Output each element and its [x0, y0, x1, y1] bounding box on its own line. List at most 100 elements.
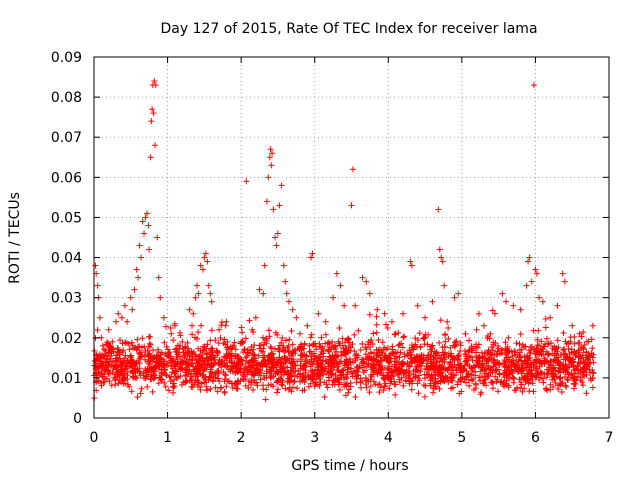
data-point	[160, 314, 167, 321]
data-point	[101, 367, 108, 374]
data-point	[436, 358, 443, 365]
data-point	[523, 364, 530, 371]
data-point	[347, 368, 354, 375]
data-point	[270, 356, 277, 363]
x-tick-label: 0	[90, 430, 99, 446]
data-point	[158, 376, 165, 383]
data-point	[405, 363, 412, 370]
data-point	[374, 369, 381, 376]
data-point	[456, 390, 463, 397]
data-point	[96, 354, 103, 361]
data-point	[509, 359, 516, 366]
data-point	[188, 376, 195, 383]
data-point	[147, 333, 154, 340]
data-point	[192, 373, 199, 380]
data-point	[262, 358, 269, 365]
data-point	[192, 294, 199, 301]
data-point	[126, 346, 133, 353]
data-point	[149, 388, 156, 395]
data-point	[495, 388, 502, 395]
data-point	[230, 342, 237, 349]
y-tick-label: 0.09	[51, 50, 82, 66]
data-point	[171, 322, 178, 329]
data-point	[522, 375, 529, 382]
data-point	[208, 298, 215, 305]
data-point	[400, 334, 407, 341]
data-point	[533, 270, 540, 277]
data-point	[229, 384, 236, 391]
data-point	[291, 378, 298, 385]
data-point	[494, 376, 501, 383]
data-point	[231, 360, 238, 367]
data-point	[429, 344, 436, 351]
data-point	[365, 361, 372, 368]
data-point	[228, 365, 235, 372]
data-point	[170, 389, 177, 396]
data-point	[492, 339, 499, 346]
data-point	[278, 360, 285, 367]
data-point	[128, 357, 135, 364]
data-point	[267, 343, 274, 350]
data-point	[335, 375, 342, 382]
data-point	[288, 358, 295, 365]
data-point	[235, 378, 242, 385]
data-point	[193, 365, 200, 372]
data-point	[332, 345, 339, 352]
data-point	[276, 354, 283, 361]
data-point	[399, 363, 406, 370]
data-point	[543, 335, 550, 342]
data-point	[413, 363, 420, 370]
data-point	[589, 345, 596, 352]
data-point	[217, 385, 224, 392]
data-point	[381, 344, 388, 351]
data-point	[322, 331, 329, 338]
data-point	[301, 340, 308, 347]
data-point	[453, 338, 460, 345]
data-point	[422, 331, 429, 338]
data-point	[268, 364, 275, 371]
data-point	[263, 198, 270, 205]
data-point	[415, 390, 422, 397]
data-point	[502, 380, 509, 387]
data-point	[300, 376, 307, 383]
data-point	[532, 374, 539, 381]
x-tick-label: 1	[163, 430, 172, 446]
data-point	[272, 370, 279, 377]
data-point	[544, 370, 551, 377]
data-point	[522, 343, 529, 350]
y-tick-label: 0.08	[51, 90, 82, 106]
data-point	[345, 347, 352, 354]
data-point	[307, 334, 314, 341]
data-point	[367, 339, 374, 346]
data-point	[500, 360, 507, 367]
data-point	[336, 325, 343, 332]
data-point	[388, 373, 395, 380]
data-point	[412, 335, 419, 342]
data-point	[285, 298, 292, 305]
data-point	[117, 372, 124, 379]
data-point	[178, 381, 185, 388]
data-point	[325, 374, 332, 381]
data-point	[422, 314, 429, 321]
data-point	[510, 379, 517, 386]
data-point	[549, 376, 556, 383]
data-point	[293, 314, 300, 321]
data-point	[373, 329, 380, 336]
data-point	[212, 384, 219, 391]
data-point	[333, 348, 340, 355]
data-point	[584, 356, 591, 363]
data-point	[459, 374, 466, 381]
data-point	[273, 242, 280, 249]
data-point	[562, 382, 569, 389]
data-point	[492, 373, 499, 380]
data-point	[146, 353, 153, 360]
data-point	[209, 355, 216, 362]
data-point	[190, 310, 197, 317]
data-point	[379, 339, 386, 346]
data-point	[575, 370, 582, 377]
data-point	[537, 348, 544, 355]
data-point	[234, 385, 241, 392]
data-point	[505, 382, 512, 389]
data-point	[533, 373, 540, 380]
data-point	[529, 376, 536, 383]
